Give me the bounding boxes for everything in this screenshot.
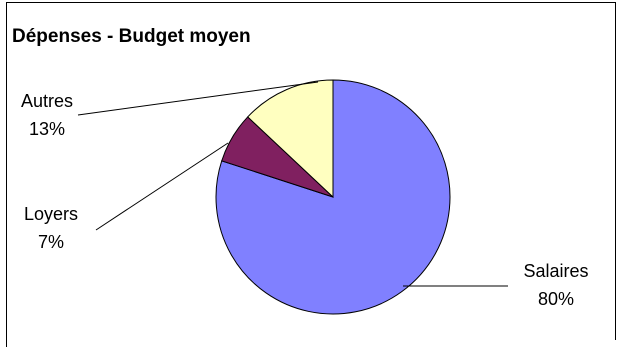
- slice-value-autres: 13%: [29, 119, 65, 139]
- pie-slices: [215, 79, 451, 315]
- leader-line-autres: [77, 81, 319, 116]
- chart-border: [6, 2, 616, 347]
- slice-label-loyers: Loyers: [24, 204, 78, 224]
- slice-value-salaires: 80%: [538, 289, 574, 309]
- slice-value-loyers: 7%: [38, 232, 64, 252]
- chart-title: Dépenses - Budget moyen: [12, 26, 251, 47]
- leader-lines: [77, 81, 508, 287]
- leader-line-loyers: [95, 142, 229, 231]
- pie-slice-autres: [247, 79, 334, 199]
- slice-label-salaires: Salaires: [523, 261, 588, 281]
- data-labels: Salaires 80% Loyers 7% Autres 13%: [21, 91, 589, 309]
- pie-slice-salaires: [215, 79, 451, 315]
- slice-label-autres: Autres: [21, 91, 73, 111]
